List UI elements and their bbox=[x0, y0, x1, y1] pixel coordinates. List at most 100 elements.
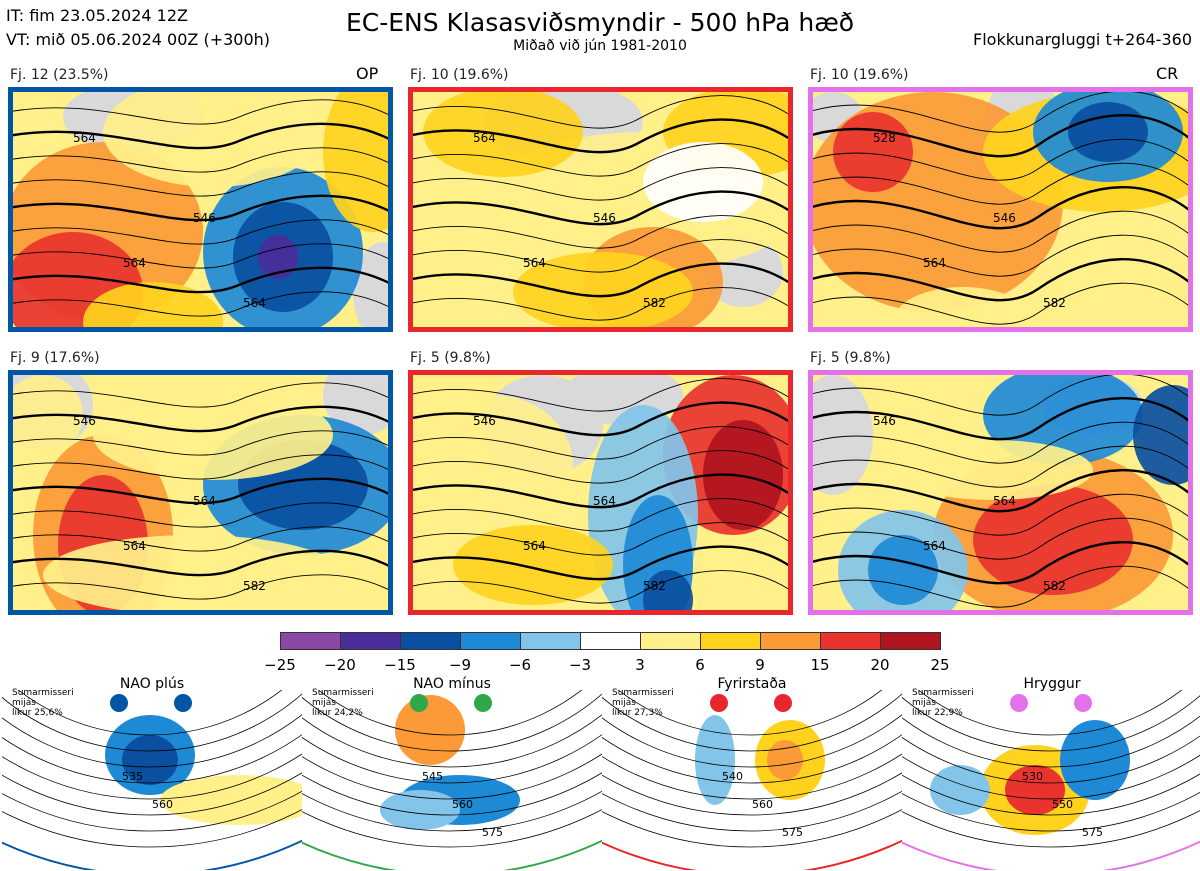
height-contour bbox=[13, 454, 388, 480]
height-contour bbox=[413, 262, 788, 298]
map-panel-4: 546 564 564 582 bbox=[8, 370, 393, 615]
regime-info-line: Sumarmisseri bbox=[312, 688, 374, 698]
regime-contour bbox=[902, 773, 1200, 816]
anomaly-area bbox=[973, 485, 1133, 595]
regime-anomaly bbox=[395, 695, 465, 765]
height-contour bbox=[813, 186, 1188, 230]
regime-anomaly bbox=[767, 740, 803, 780]
regime-contour-label: 560 bbox=[752, 798, 773, 811]
regime-contour bbox=[2, 714, 302, 768]
colorbar-tick-label: −9 bbox=[448, 656, 472, 674]
anomaly-area bbox=[833, 112, 913, 192]
anomaly-area bbox=[1083, 242, 1188, 327]
regime-info-line: líkur 24,2% bbox=[312, 708, 363, 718]
colorbar-tick-label: 3 bbox=[635, 656, 645, 674]
regime-title: NAO plús bbox=[119, 676, 185, 692]
height-contour bbox=[13, 122, 388, 150]
colorbar-cell bbox=[460, 632, 521, 650]
colorbar-cell bbox=[280, 632, 341, 650]
colorbar-cell bbox=[580, 632, 641, 650]
regime-contour bbox=[902, 715, 1200, 768]
regime-contour bbox=[902, 810, 1200, 848]
colorbar-cell bbox=[340, 632, 401, 650]
regime-info-line: líkur 27,3% bbox=[612, 708, 663, 718]
regime-anomaly bbox=[160, 775, 302, 825]
contour-label: 582 bbox=[243, 579, 266, 593]
regime-contour bbox=[602, 809, 902, 848]
panel-4-label: Fj. 9 (17.6%) bbox=[10, 350, 100, 366]
panel-map-6: 546 564 564 582 bbox=[813, 375, 1188, 610]
regime-contour bbox=[617, 690, 883, 736]
height-contour bbox=[813, 234, 1188, 277]
anomaly-area bbox=[93, 390, 333, 480]
regime-info-line: mijás bbox=[612, 698, 636, 708]
colorbar-cell bbox=[400, 632, 461, 650]
height-contour bbox=[413, 215, 788, 249]
contour-label: 564 bbox=[923, 539, 946, 553]
panel-2-label: Fj. 10 (19.6%) bbox=[410, 67, 509, 83]
page-title: EC-ENS Klasasviðsmyndir - 500 hPa hæð bbox=[345, 8, 855, 37]
regime-contour bbox=[602, 772, 902, 816]
colorbar-tick-label: −25 bbox=[264, 656, 296, 674]
map-panel-5: 546 564 564 582 bbox=[408, 370, 793, 615]
height-contour bbox=[413, 167, 788, 201]
height-contour bbox=[813, 469, 1188, 513]
regime-contour-label: 535 bbox=[122, 770, 143, 783]
colorbar-tick-label: −6 bbox=[508, 656, 532, 674]
height-contour bbox=[813, 138, 1188, 181]
height-contour bbox=[413, 118, 788, 154]
regime-marker-dot bbox=[110, 694, 128, 712]
height-contour bbox=[813, 397, 1188, 441]
regime-contour bbox=[2, 809, 302, 848]
colorbar-tick-label: −20 bbox=[324, 656, 356, 674]
height-contour bbox=[413, 143, 788, 177]
regime-contour bbox=[302, 714, 602, 768]
height-contour bbox=[813, 565, 1188, 608]
regime-contour bbox=[317, 690, 583, 736]
regime-contour-label: 545 bbox=[422, 770, 443, 783]
height-contour bbox=[413, 239, 788, 273]
contour-label: 564 bbox=[923, 256, 946, 270]
regime-contour-label: 550 bbox=[1052, 798, 1073, 811]
regime-marker-dot bbox=[1074, 694, 1092, 712]
contour-label: 564 bbox=[993, 494, 1016, 508]
panel-map-2: 564 546 564 582 bbox=[413, 92, 788, 327]
regime-anomaly bbox=[930, 765, 990, 815]
anomaly-area bbox=[893, 440, 1093, 500]
height-contour bbox=[413, 498, 788, 532]
colorbar-tick-label: 9 bbox=[755, 656, 765, 674]
regime-title: NAO mínus bbox=[413, 676, 491, 692]
height-contour bbox=[813, 258, 1188, 302]
colorbar-cell bbox=[880, 632, 941, 650]
colorbar-tick-label: 20 bbox=[870, 656, 890, 674]
anomaly-area bbox=[453, 525, 613, 605]
regime-anomaly bbox=[1060, 720, 1130, 800]
colorbar-cell bbox=[760, 632, 821, 650]
anomaly-area bbox=[43, 535, 343, 610]
regime-contour bbox=[2, 734, 302, 784]
regime-contour bbox=[602, 693, 902, 752]
height-contour bbox=[413, 522, 788, 556]
panel-1-label: Fj. 12 (23.5%) bbox=[10, 67, 109, 83]
height-contour bbox=[813, 493, 1188, 536]
regime-contour bbox=[302, 772, 602, 816]
regime-contour bbox=[602, 753, 902, 800]
panel-5-label: Fj. 5 (9.8%) bbox=[410, 350, 491, 366]
regime-contour bbox=[2, 772, 302, 816]
height-contour bbox=[413, 473, 788, 509]
regime-contour bbox=[902, 735, 1200, 784]
regime-contour bbox=[902, 695, 1200, 752]
panel-3-tag: CR bbox=[1156, 64, 1179, 83]
height-contour bbox=[813, 114, 1188, 158]
map-panel-1: 564 546 564 564 bbox=[8, 87, 393, 332]
regime-contour-label: 575 bbox=[782, 826, 803, 839]
height-contour bbox=[13, 526, 388, 552]
regime-contour bbox=[302, 809, 602, 848]
contour-label: 546 bbox=[993, 211, 1016, 225]
regime-marker-dot bbox=[174, 694, 192, 712]
regime-marker-dot bbox=[710, 694, 728, 712]
height-contour bbox=[813, 421, 1188, 464]
header-left: IT: fim 23.05.2024 12Z VT: mið 05.06.202… bbox=[6, 4, 270, 52]
height-contour bbox=[13, 243, 388, 269]
contour-label: 564 bbox=[243, 296, 266, 310]
